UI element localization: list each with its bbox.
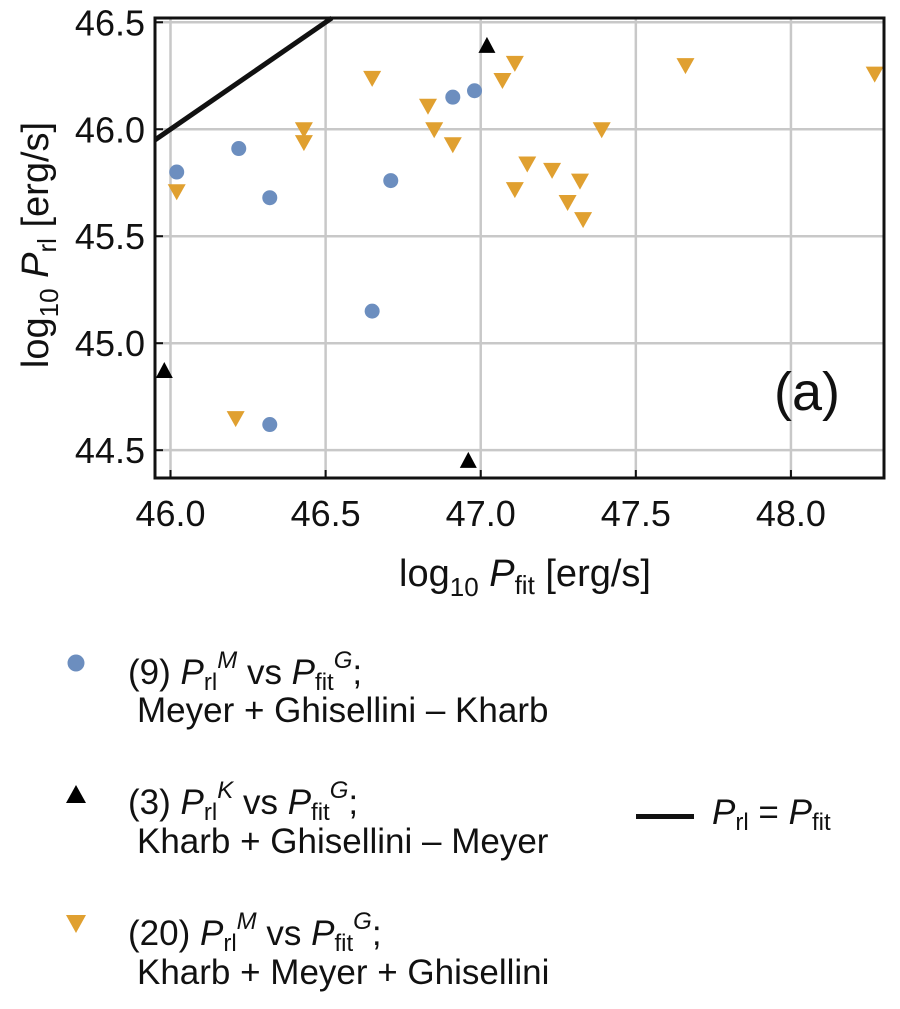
point-triangle-down [167, 184, 186, 201]
x-tick-label: 47.0 [446, 493, 516, 534]
reference-line-prl-equals-pfit [153, 15, 334, 143]
point-circle [467, 83, 483, 99]
y-tick-labels: 44.5 45.0 45.5 46.0 46.5 [75, 2, 145, 471]
scatter-chart: 46.0 46.5 47.0 47.5 48.0 44.545.045.546.046.… [15, 2, 886, 600]
x-tick-label: 46.5 [291, 493, 361, 534]
legend-triangle-up-marker [66, 785, 86, 803]
legend-line-sample [636, 814, 694, 819]
point-triangle-up [478, 36, 496, 53]
point-circle [262, 417, 278, 433]
y-tick-label: 45.0 [75, 323, 145, 364]
point-triangle-down [505, 182, 524, 199]
point-triangle-down [294, 135, 313, 152]
point-triangle-down [570, 173, 589, 190]
point-triangle-down [505, 55, 524, 72]
point-triangle-down [363, 70, 382, 87]
legend-item-1-title: (9) PrlM vs PfitG; [128, 647, 363, 696]
grid-lines [155, 18, 884, 478]
y-tick-label: 46.0 [75, 109, 145, 150]
point-triangle-up [155, 362, 173, 379]
legend-triangle-down-marker [66, 915, 86, 933]
x-tick-label: 48.0 [756, 493, 826, 534]
legend-item-2-title: (3) PrlK vs PfitG; [128, 777, 359, 826]
point-triangle-down [443, 137, 462, 154]
point-triangle-down [226, 411, 245, 428]
point-triangle-down [425, 122, 444, 139]
x-axis-label: log10 Pfit [erg/s] [399, 553, 651, 600]
point-triangle-down [574, 212, 593, 229]
x-tick-labels: 46.0 46.5 47.0 47.5 48.0 [135, 493, 826, 534]
y-tick-label: 44.5 [75, 430, 145, 471]
legend-item-3-title: (20) PrlM vs PfitG; [128, 908, 382, 957]
point-circle [231, 141, 247, 157]
legend-line-label: Prl = Pfit [712, 793, 831, 836]
point-triangle-down [865, 66, 884, 83]
point-triangle-down [493, 73, 512, 90]
panel-label: (a) [774, 362, 840, 422]
data-points [155, 36, 884, 468]
y-axis-label: log10 Prl [erg/s] [15, 122, 64, 368]
point-circle [364, 303, 380, 319]
legend-item-3-desc: Kharb + Meyer + Ghisellini [137, 953, 550, 992]
point-triangle-down [558, 195, 577, 211]
point-triangle-down [294, 122, 313, 139]
point-triangle-up [459, 451, 477, 468]
point-triangle-down [592, 122, 611, 139]
legend-item-1-desc: Meyer + Ghisellini – Kharb [137, 691, 549, 730]
point-circle [262, 190, 278, 206]
reference-line-group [153, 15, 334, 143]
y-tick-label: 46.5 [75, 2, 145, 43]
y-tick-label: 45.5 [75, 216, 145, 257]
legend-item-2-desc: Kharb + Ghisellini – Meyer [137, 822, 549, 861]
point-triangle-down [418, 98, 437, 115]
point-triangle-down [518, 156, 537, 173]
legend-circle-marker [67, 654, 85, 672]
point-triangle-down [543, 162, 562, 179]
point-circle [383, 173, 399, 189]
point-circle [169, 164, 185, 180]
x-tick-label: 46.0 [135, 493, 205, 534]
plot-frame [153, 16, 886, 480]
point-circle [445, 89, 461, 105]
x-tick-label: 47.5 [601, 493, 671, 534]
point-triangle-down [676, 58, 695, 75]
